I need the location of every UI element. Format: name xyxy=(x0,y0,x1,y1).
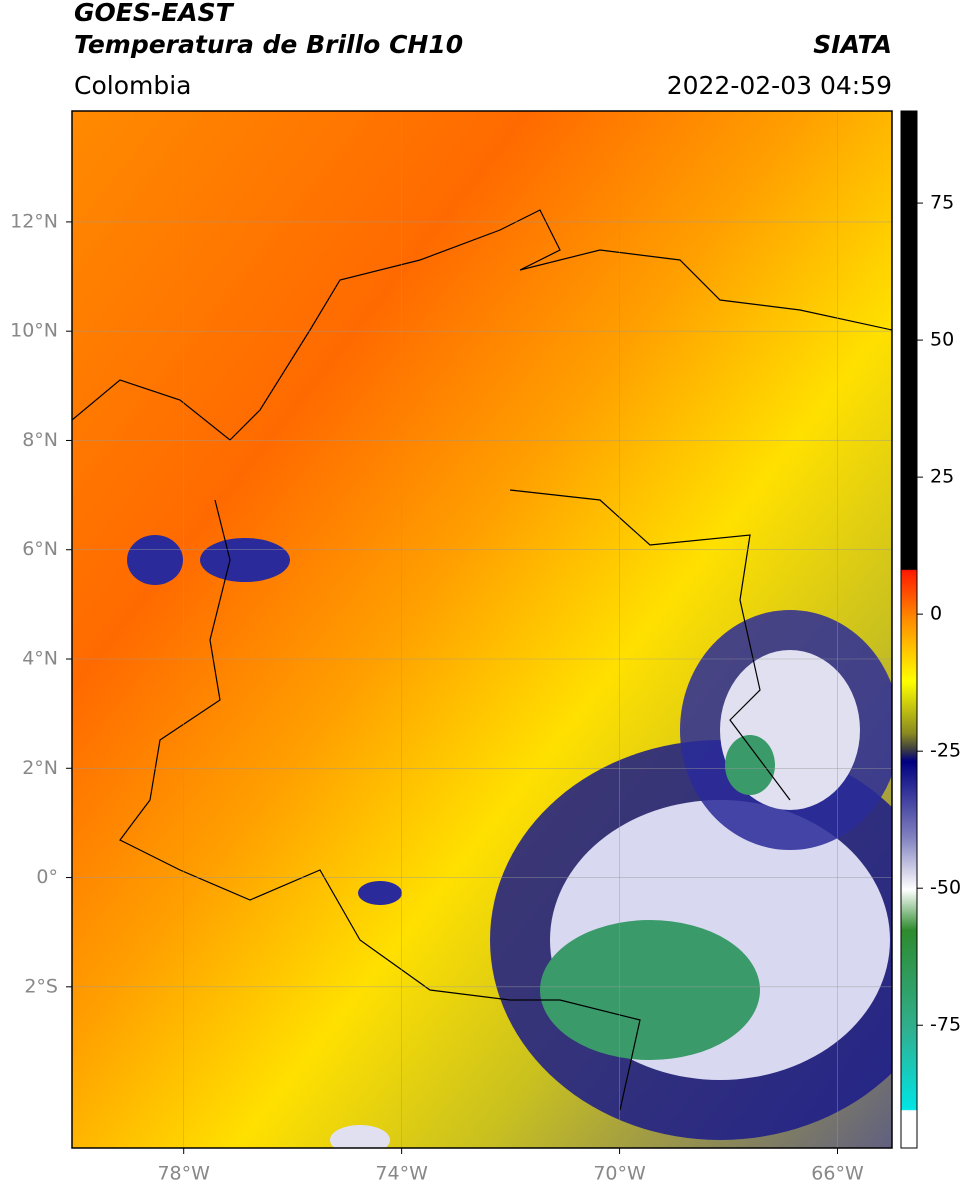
x-tick-label: 74°W xyxy=(375,1163,428,1185)
map-image xyxy=(72,111,892,1148)
datetime: 2022-02-03 04:59 xyxy=(667,71,892,100)
colorbar-tick-label: -50 xyxy=(930,877,961,899)
map-frame xyxy=(71,110,893,1149)
colorbar-tick-label: 25 xyxy=(930,466,954,488)
y-tick-label: 2°S xyxy=(24,975,58,997)
x-tick-label: 70°W xyxy=(593,1163,646,1185)
x-tick-label: 78°W xyxy=(157,1163,210,1185)
y-tick-label: 0° xyxy=(36,866,58,888)
y-tick-label: 2°N xyxy=(22,757,58,779)
source: SIATA xyxy=(813,30,892,59)
y-tick-label: 6°N xyxy=(22,538,58,560)
colorbar-tick-label: 0 xyxy=(930,603,942,625)
colorbar-tick-label: -75 xyxy=(930,1014,961,1036)
y-tick-label: 12°N xyxy=(10,210,58,232)
title: GOES-EAST xyxy=(74,0,235,27)
subtitle: Temperatura de Brillo CH10 xyxy=(74,30,463,59)
y-tick-label: 10°N xyxy=(10,320,58,342)
y-tick-label: 8°N xyxy=(22,429,58,451)
y-tick-label: 4°N xyxy=(22,648,58,670)
colorbar-tick-label: -25 xyxy=(930,740,961,762)
colorbar-tick-label: 75 xyxy=(930,192,954,214)
colorbar-tick-label: 50 xyxy=(930,329,954,351)
x-tick-label: 66°W xyxy=(811,1163,864,1185)
colorbar xyxy=(900,110,918,1149)
region: Colombia xyxy=(74,71,191,100)
